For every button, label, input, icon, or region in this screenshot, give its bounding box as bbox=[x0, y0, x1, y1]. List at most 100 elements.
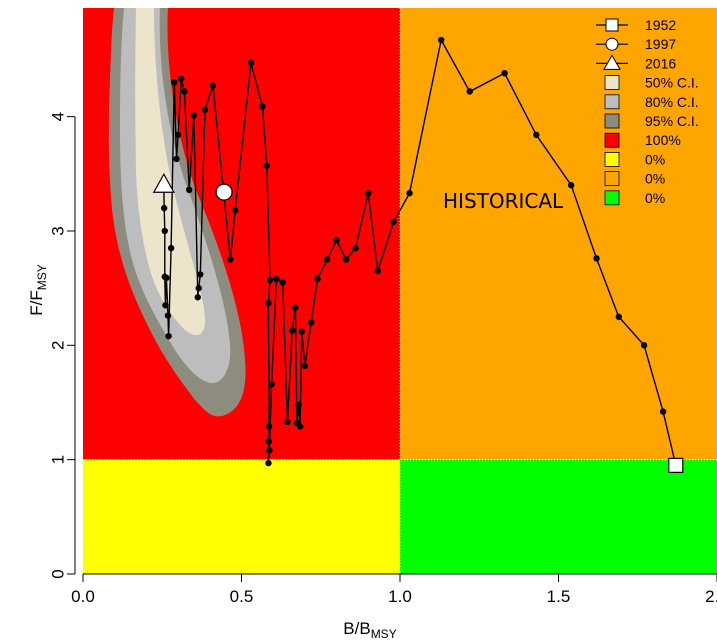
trajectory-point bbox=[293, 419, 301, 427]
legend-label: 1997 bbox=[645, 36, 676, 52]
trajectory-point bbox=[178, 75, 185, 83]
confidence-regions bbox=[108, 8, 246, 417]
trajectory-point bbox=[593, 255, 600, 262]
trajectory-point bbox=[164, 312, 172, 319]
legend-entry: 95% C.I. bbox=[604, 113, 699, 129]
trajectory-point bbox=[390, 218, 397, 226]
trajectory-point bbox=[161, 273, 168, 280]
legend-swatch bbox=[604, 75, 620, 90]
marker-1952 bbox=[668, 457, 684, 473]
trajectory-point bbox=[352, 244, 359, 252]
trajectory-point bbox=[165, 332, 172, 340]
legend-entry: 0% bbox=[604, 171, 665, 187]
marker-2016 bbox=[152, 172, 175, 193]
legend-swatch bbox=[604, 151, 620, 167]
quadrant-backgrounds bbox=[83, 8, 717, 574]
trajectory-point bbox=[615, 313, 622, 320]
x-tick-label: 1.0 bbox=[388, 587, 412, 606]
trajectory-point bbox=[171, 79, 178, 86]
legend-swatch bbox=[604, 94, 620, 110]
x-tick-label: 1.5 bbox=[547, 587, 571, 606]
legend-label: 80% C.I. bbox=[645, 94, 699, 110]
legend-swatch bbox=[604, 113, 620, 129]
legend-square-icon bbox=[605, 18, 619, 32]
trajectory-point bbox=[314, 275, 321, 283]
x-tick-label: 0.0 bbox=[71, 587, 95, 606]
trajectory-point bbox=[266, 276, 274, 284]
trajectory bbox=[160, 36, 679, 469]
y-tick-label: 4 bbox=[48, 112, 67, 121]
trajectory-point bbox=[265, 438, 272, 445]
legend-label: 95% C.I. bbox=[645, 113, 699, 129]
y-tick-label: 0 bbox=[48, 569, 67, 578]
legend-circle-icon bbox=[605, 37, 619, 51]
x-tick-label: 0.5 bbox=[230, 587, 254, 606]
legend-entry: 0% bbox=[604, 190, 665, 206]
trajectory-point bbox=[295, 401, 302, 408]
legend-swatch bbox=[604, 190, 620, 206]
x-tick-label: 2.0 bbox=[705, 587, 717, 606]
trajectory-point bbox=[259, 103, 266, 110]
trajectory-point bbox=[162, 302, 169, 309]
trajectory-point bbox=[438, 36, 445, 44]
legend-entry: 1997 bbox=[596, 36, 676, 52]
trajectory-point bbox=[160, 204, 168, 212]
legend-label: 0% bbox=[645, 190, 665, 206]
trajectory-point bbox=[263, 162, 271, 169]
trajectory-point bbox=[533, 131, 540, 139]
y-tick-label: 1 bbox=[48, 455, 67, 464]
legend-entry: 80% C.I. bbox=[604, 94, 699, 110]
trajectory-point bbox=[659, 408, 667, 415]
trajectory-point bbox=[365, 190, 372, 197]
trajectory-point bbox=[231, 207, 239, 214]
y-tick-label: 3 bbox=[48, 226, 67, 235]
y-axis-label: F/FMSY bbox=[27, 264, 49, 316]
trajectory-point bbox=[174, 131, 182, 139]
legend-label: 1952 bbox=[645, 17, 676, 33]
legend-entry: 2016 bbox=[596, 54, 676, 71]
trajectory-point bbox=[567, 182, 575, 189]
legend-entry: 50% C.I. bbox=[604, 75, 699, 91]
trajectory-point bbox=[374, 267, 382, 275]
trajectory-point bbox=[466, 88, 473, 95]
trajectory-point bbox=[268, 380, 275, 388]
legend-label: 2016 bbox=[645, 55, 676, 71]
legend-label: 50% C.I. bbox=[645, 75, 699, 91]
trajectory-point bbox=[185, 186, 193, 194]
trajectory-point bbox=[173, 155, 180, 163]
legend-triangle-icon bbox=[603, 54, 621, 70]
y-tick-label: 2 bbox=[48, 341, 67, 350]
trajectory-point bbox=[308, 319, 315, 326]
legend-entry: 1952 bbox=[596, 17, 676, 33]
trajectory-point bbox=[195, 284, 202, 292]
legend-swatch bbox=[604, 132, 620, 148]
legend-label: 0% bbox=[645, 151, 665, 167]
x-axis-label: B/BMSY bbox=[343, 619, 396, 641]
trajectory-point bbox=[227, 256, 234, 263]
trajectory-point bbox=[342, 256, 350, 263]
legend-entry: 0% bbox=[604, 151, 665, 167]
reference-lines bbox=[83, 8, 717, 574]
legend-label: 100% bbox=[645, 132, 681, 148]
trajectory-point bbox=[209, 82, 217, 89]
trajectory-point bbox=[323, 256, 331, 263]
trajectory-point bbox=[197, 271, 204, 278]
trajectory-point bbox=[247, 59, 255, 67]
legend-swatch bbox=[604, 171, 620, 187]
trajectory-point bbox=[501, 69, 508, 77]
marker-1997 bbox=[215, 183, 233, 201]
year-markers bbox=[152, 172, 684, 473]
trajectory-point bbox=[201, 106, 209, 113]
trajectory-point bbox=[279, 279, 286, 286]
trajectory-point bbox=[273, 275, 280, 283]
trajectory-point bbox=[406, 190, 413, 197]
legend-entry: 100% bbox=[604, 132, 681, 148]
ci-50-region bbox=[135, 8, 205, 336]
legend: 1952 1997 2016 50% C.I. 80% C.I. 95% C.I. 100%… bbox=[596, 17, 699, 206]
trajectory-point bbox=[284, 418, 291, 426]
trajectory-point bbox=[194, 294, 201, 301]
trajectory-point bbox=[292, 304, 299, 311]
trajectory-point bbox=[265, 423, 273, 430]
trajectory-point bbox=[265, 459, 272, 467]
